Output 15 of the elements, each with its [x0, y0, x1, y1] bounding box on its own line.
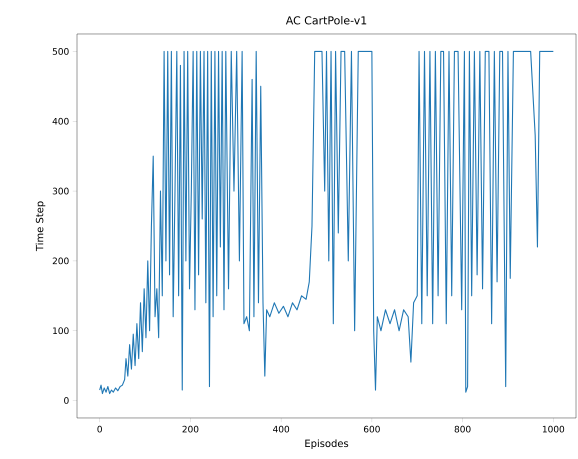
x-axis-title: Episodes [305, 439, 348, 450]
x-tick-label: 0 [97, 426, 102, 433]
y-tick-label: 500 [52, 48, 69, 55]
x-tick-label: 800 [454, 426, 471, 433]
y-tick-label: 100 [53, 327, 69, 334]
y-tick-label: 300 [52, 188, 69, 194]
chart-title: AC CartPole-v1 [286, 16, 366, 24]
x-tick-label: 400 [273, 426, 290, 433]
y-tick-label: 0 [64, 397, 69, 404]
y-tick-label: 200 [52, 258, 69, 264]
x-tick-label: 1000 [542, 426, 564, 433]
x-tick-label: 200 [182, 426, 198, 433]
y-axis-title: Time Step [36, 201, 46, 252]
y-tick-label: 400 [52, 118, 69, 125]
x-tick-label: 600 [364, 426, 380, 433]
